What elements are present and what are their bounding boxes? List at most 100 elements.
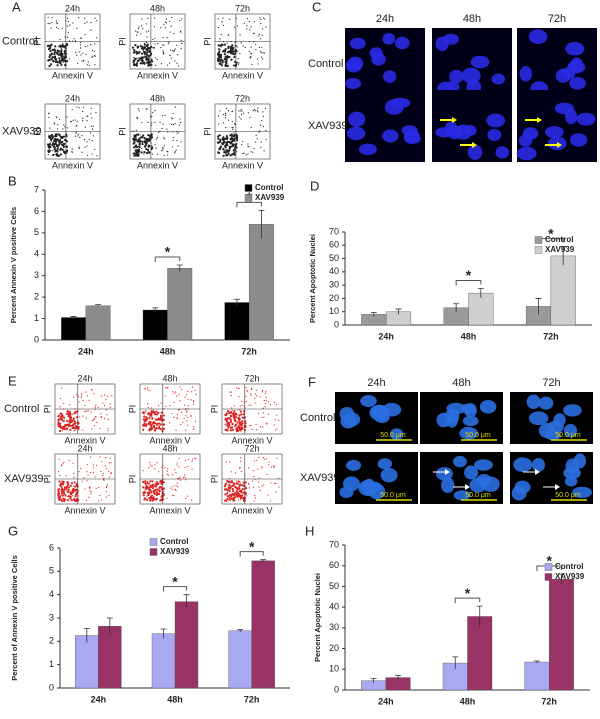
flow-dot	[251, 63, 253, 66]
flow-dot	[140, 59, 142, 62]
nucleus	[544, 126, 564, 139]
flow-dot	[187, 416, 189, 419]
flow-dot	[275, 491, 277, 493]
flow-dot	[228, 140, 231, 144]
flow-dot	[47, 59, 50, 62]
flow-dot	[234, 425, 236, 428]
flow-dot	[154, 464, 156, 466]
flow-dot	[178, 457, 180, 460]
flow-dot	[154, 37, 156, 39]
flow-dot	[220, 33, 222, 36]
flow-dot	[162, 50, 164, 52]
flow-dot	[56, 128, 58, 130]
flow-dot	[251, 388, 253, 390]
flow-dot	[177, 145, 179, 147]
flow-dot	[255, 48, 257, 51]
flow-dot	[136, 31, 138, 33]
y-tick-label: 30	[329, 622, 339, 632]
flow-dot	[234, 41, 236, 43]
flow-dot	[180, 479, 182, 481]
flow-dot	[53, 53, 56, 56]
flow-dot	[133, 139, 136, 142]
column-title: 24h	[77, 373, 92, 383]
flow-dot	[172, 146, 174, 148]
flow-dot	[81, 135, 83, 137]
y-axis-label: Percent Annexin V positive Cells	[9, 207, 18, 323]
flow-dot	[58, 480, 61, 483]
flow-dot	[239, 428, 241, 430]
flow-dot	[253, 500, 255, 502]
flow-dot	[225, 153, 228, 157]
flow-dot	[238, 110, 240, 112]
flow-dot	[231, 493, 234, 496]
flow-dot	[250, 393, 252, 395]
flow-dot	[85, 417, 87, 419]
flow-dot	[53, 123, 55, 125]
flow-dot	[86, 395, 88, 397]
nucleus	[445, 412, 459, 428]
flow-dot	[261, 467, 263, 469]
flow-dot	[221, 61, 224, 64]
flow-dot	[178, 124, 180, 126]
flow-dot	[169, 405, 171, 407]
flow-dot	[231, 120, 233, 122]
flow-dot	[191, 468, 193, 470]
flow-dot	[230, 415, 233, 418]
y-tick-label: 50	[329, 253, 339, 263]
flow-dot	[164, 467, 166, 469]
flow-dot	[236, 428, 239, 431]
flow-dot	[232, 499, 235, 502]
flow-dot	[57, 418, 60, 421]
flow-dot	[218, 50, 221, 54]
flow-dot	[140, 33, 142, 35]
row-label: Control	[308, 58, 343, 70]
flow-dot	[145, 423, 148, 426]
flow-dot	[238, 419, 241, 422]
flow-dot	[163, 24, 165, 26]
flow-dot	[238, 414, 241, 417]
flow-dot	[235, 427, 239, 430]
flow-dot	[194, 420, 197, 422]
flow-dot	[225, 143, 227, 146]
nucleus	[470, 55, 490, 69]
nucleus	[570, 57, 583, 73]
flow-dot	[60, 489, 63, 491]
flow-dot	[170, 49, 172, 51]
flow-dot	[217, 18, 219, 20]
flow-dot	[142, 48, 145, 51]
nucleus	[346, 459, 362, 471]
flow-dot	[86, 145, 88, 147]
flow-dot	[133, 51, 136, 54]
flow-dot	[187, 458, 190, 461]
flow-dot	[245, 395, 247, 398]
flow-dot	[160, 419, 163, 422]
error-bar	[70, 316, 77, 319]
flow-dot	[105, 496, 107, 498]
flow-dot	[150, 426, 153, 429]
nucleus	[519, 65, 532, 82]
flow-dot	[158, 487, 160, 489]
flow-dot	[176, 44, 178, 47]
flow-dot	[239, 488, 241, 490]
flow-dot	[142, 480, 145, 484]
flow-dot	[168, 422, 171, 424]
column-title: 72h	[244, 443, 259, 453]
flow-dot	[69, 412, 71, 414]
flow-dot	[60, 153, 63, 155]
flow-dot	[72, 426, 75, 429]
flow-dot	[175, 149, 177, 151]
flow-dot	[147, 17, 149, 19]
flow-dot	[147, 406, 149, 408]
flow-dot	[155, 491, 158, 494]
flow-dot	[217, 151, 220, 154]
y-tick-label: 5	[34, 227, 39, 237]
flow-dot	[66, 36, 69, 39]
flow-dot	[149, 412, 152, 416]
scale-bar-label: 50.0 μm	[380, 432, 406, 439]
error-bar	[237, 629, 244, 632]
flow-dot	[109, 403, 111, 405]
flow-dot	[60, 424, 62, 426]
flow-dot	[218, 123, 220, 125]
flow-dot	[226, 409, 230, 413]
flow-dot	[195, 394, 197, 396]
